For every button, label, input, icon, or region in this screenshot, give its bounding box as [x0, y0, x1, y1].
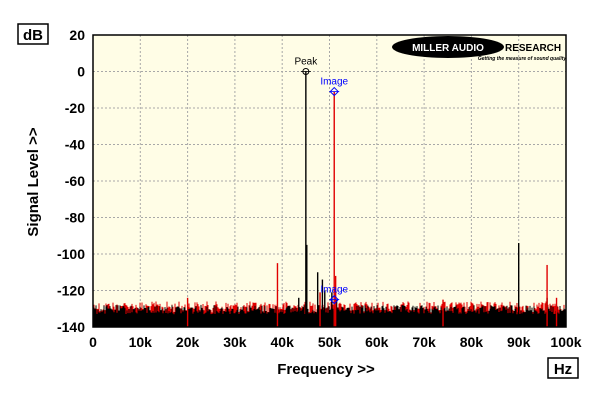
- x-tick-label: 20k: [176, 334, 200, 350]
- y-tick-label: -20: [65, 100, 85, 116]
- logo-tagline: Getting the measure of sound quality: [478, 56, 567, 62]
- x-tick-label: 40k: [271, 334, 295, 350]
- logo-name-part2: RESEARCH: [505, 43, 561, 54]
- x-unit-box: Hz: [547, 357, 579, 379]
- y-tick-label: -60: [65, 173, 85, 189]
- x-tick-label: 80k: [460, 334, 484, 350]
- x-tick-label: 10k: [129, 334, 153, 350]
- y-tick-label: -80: [65, 210, 85, 226]
- x-tick-label: 0: [89, 334, 97, 350]
- miller-audio-research-logo: MILLER AUDIO RESEARCH Getting the measur…: [392, 36, 566, 62]
- x-tick-label: 100k: [550, 334, 581, 350]
- y-tick-label: -40: [65, 137, 85, 153]
- y-tick-label: -100: [57, 246, 85, 262]
- y-tick-label: -120: [57, 283, 85, 299]
- plot-border: [92, 34, 567, 328]
- logo-name-part1: MILLER AUDIO: [412, 43, 484, 54]
- x-tick-label: 70k: [412, 334, 436, 350]
- annotation-marker: [329, 294, 339, 305]
- x-tick-label: 50k: [318, 334, 342, 350]
- y-unit-label: dB: [23, 27, 43, 44]
- annotation-label: Image: [320, 285, 348, 296]
- y-unit-box: dB: [17, 23, 49, 45]
- y-tick-label: 20: [69, 27, 85, 43]
- annotation-marker: [329, 86, 339, 97]
- x-tick-label: 90k: [507, 334, 531, 350]
- y-tick-label: 0: [77, 64, 85, 80]
- x-unit-label: Hz: [554, 361, 572, 378]
- axes: 0 10k 20k 30k 40k 50k 60k 70k 80k 90k 100k 20 0 -20 -4…: [57, 27, 582, 350]
- annotation-label: Image: [320, 77, 348, 88]
- annotation-label: Peak: [294, 57, 318, 68]
- x-tick-label: 30k: [223, 334, 247, 350]
- x-tick-label: 60k: [365, 334, 389, 350]
- y-axis-title: Signal Level >>: [25, 127, 42, 236]
- x-axis-title: Frequency >>: [277, 361, 375, 378]
- y-tick-label: -140: [57, 319, 85, 335]
